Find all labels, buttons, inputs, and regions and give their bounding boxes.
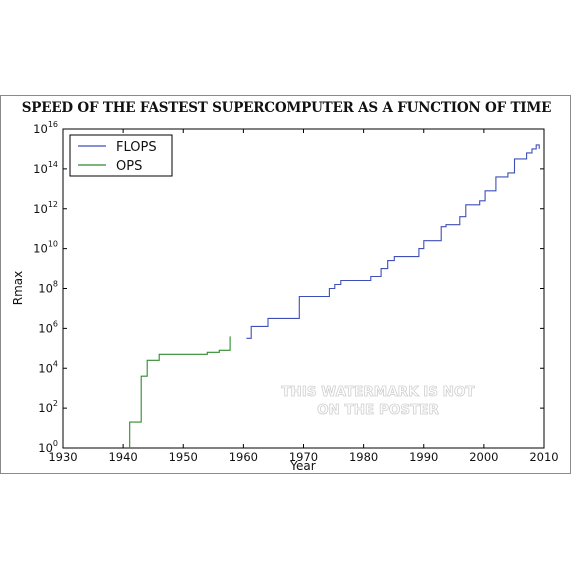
x-axis-label: Year (289, 459, 315, 473)
y-tick-label: 104 (38, 359, 58, 375)
watermark-annotation-line: THIS WATERMARK IS NOT (281, 384, 475, 400)
x-tick-label: 1980 (349, 450, 378, 464)
series-line-flops (246, 144, 540, 339)
y-tick-label: 1010 (33, 240, 58, 256)
y-tick-label: 106 (38, 319, 58, 335)
x-tick-label: 2010 (529, 450, 558, 464)
y-tick-label: 1016 (33, 120, 58, 136)
plot-frame (62, 128, 545, 449)
x-tick-label: 1990 (409, 450, 438, 464)
y-tick-label: 102 (38, 399, 58, 415)
y-tick-label: 108 (38, 280, 58, 296)
series-line-ops (129, 336, 231, 448)
x-tick-label: 1930 (48, 450, 77, 464)
x-tick-label: 2000 (469, 450, 498, 464)
plot-layer: 1930 1940 1950 1960 1970 1980 1990 2000 2010 100 1… (33, 120, 558, 464)
x-tick-label: 1950 (169, 450, 198, 464)
x-tick-label: 1940 (108, 450, 137, 464)
legend-box (69, 134, 173, 177)
y-tick-label: 1012 (33, 200, 58, 216)
legend-label-ops: OPS (116, 159, 142, 174)
y-axis-label: Rmax (11, 271, 25, 305)
x-tick-label: 1960 (229, 450, 258, 464)
y-tick-label: 100 (38, 439, 58, 455)
y-tick-label: 1014 (33, 160, 58, 176)
x-tick-label: 1970 (289, 450, 318, 464)
watermark-annotation-line: ON THE POSTER (317, 402, 439, 418)
legend-label-flops: FLOPS (116, 140, 157, 155)
chart-title: SPEED OF THE FASTEST SUPERCOMPUTER AS A … (21, 100, 552, 116)
